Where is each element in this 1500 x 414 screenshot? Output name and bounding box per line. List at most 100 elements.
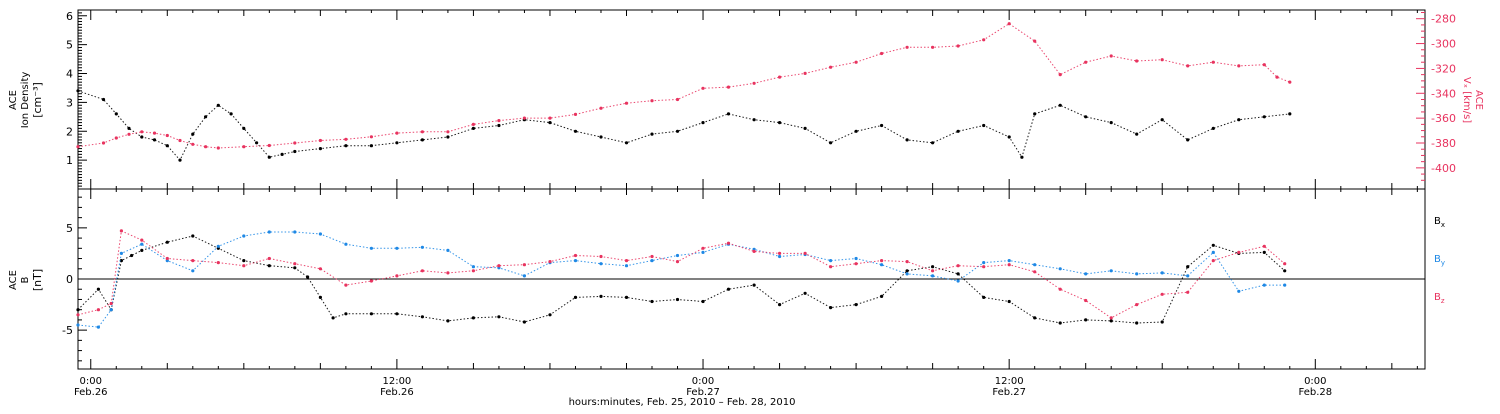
- by-point: [76, 323, 80, 327]
- bz-point: [778, 251, 782, 255]
- density-series-0-point: [318, 147, 322, 151]
- density-series-0-point: [216, 103, 220, 107]
- by-point: [318, 232, 322, 236]
- vx-series-0-point: [573, 112, 578, 116]
- density-series-0-point: [127, 126, 131, 130]
- x-tick-time-label: 0:00: [80, 376, 102, 387]
- bx-point: [905, 269, 909, 273]
- bx-point: [1058, 321, 1062, 325]
- density-tick-label: 3: [66, 96, 73, 109]
- bx-point: [331, 316, 335, 320]
- bz-point: [119, 229, 123, 233]
- density-series-0-point: [497, 123, 501, 128]
- vx-series-0-point: [204, 145, 208, 149]
- bx-point: [96, 287, 100, 291]
- bx-point: [726, 287, 731, 291]
- density-series-0-point: [229, 112, 233, 116]
- vx-series-0-point: [905, 45, 909, 49]
- bz-point: [803, 251, 807, 255]
- vx-series-0-point: [152, 131, 157, 135]
- vx-series-0-point: [1135, 59, 1139, 63]
- bx-point: [1160, 320, 1164, 324]
- bz-point: [905, 260, 909, 264]
- vx-series-0-point: [1211, 60, 1215, 64]
- bx-point: [130, 253, 134, 258]
- bx-point: [599, 294, 603, 298]
- vx-series-0-point: [880, 51, 884, 56]
- density-series-0-point: [854, 129, 858, 133]
- density-series-0-point: [905, 138, 909, 142]
- x-tick-date-label: Feb.27: [992, 387, 1026, 398]
- bz-point: [1007, 263, 1011, 267]
- vx-series-0-point: [931, 45, 935, 49]
- legend-by: By: [1434, 254, 1445, 267]
- vx-series-0-point: [471, 122, 475, 126]
- ticks-layer: 1 2 3 4 5 6 -280 -300 -320 -340 -360 -380 -400 -5 0 5 0:…: [62, 9, 1456, 398]
- legend-by-sub: y: [1441, 259, 1445, 267]
- marks-layer: [76, 22, 1292, 329]
- density-series-0-point: [1109, 121, 1113, 125]
- density-series-0-point: [982, 123, 986, 128]
- vx-series-0-point: [242, 145, 246, 149]
- bx-point: [752, 283, 756, 287]
- vx-series-0-point: [267, 143, 271, 148]
- density-series-0-point: [1237, 118, 1241, 122]
- vx-series-0-point: [599, 106, 603, 110]
- legend-bx-label: B: [1434, 216, 1441, 227]
- density-series-0-point: [778, 121, 782, 125]
- bz-point: [1084, 298, 1088, 303]
- density-series-0-point: [548, 121, 552, 125]
- bx-point: [471, 316, 475, 320]
- bz-point: [880, 259, 884, 263]
- bx-point: [1135, 321, 1139, 325]
- density-series-0-point: [140, 135, 144, 139]
- b-label-line1: ACE: [8, 270, 19, 290]
- by-point: [650, 259, 654, 263]
- density-tick-label: 2: [66, 125, 73, 138]
- bx-point: [1033, 316, 1037, 320]
- x-axis-title: hours:minutes, Feb. 25, 2010 – Feb. 28, …: [569, 397, 796, 408]
- vx-series-0-point: [803, 71, 807, 75]
- vx-series-0-point: [165, 133, 169, 138]
- by-point: [140, 242, 144, 246]
- vx-label-line2: Vₓ [km/s]: [1461, 77, 1472, 123]
- density-series-0-point: [931, 141, 935, 145]
- legend-bx: Bx: [1434, 216, 1445, 229]
- x-tick-time-label: 12:00: [995, 376, 1024, 387]
- vx-tick-label: -300: [1431, 38, 1456, 51]
- density-series-0-point: [599, 135, 603, 139]
- by-point: [420, 245, 424, 249]
- density-series-0-point: [803, 126, 807, 130]
- density-series-0-point: [726, 112, 731, 116]
- bz-point: [573, 253, 578, 258]
- density-tick-label: 4: [66, 68, 73, 81]
- density-series-0-point: [701, 121, 705, 125]
- bz-point: [318, 267, 322, 271]
- density-series-0-point: [101, 97, 106, 102]
- bz-point: [471, 269, 475, 273]
- legend-bz-label: B: [1434, 292, 1441, 303]
- bz-point: [1283, 262, 1287, 266]
- bz-point: [1237, 250, 1241, 254]
- bx-point: [119, 259, 123, 263]
- bz-point: [497, 264, 501, 268]
- bx-point: [1186, 265, 1190, 269]
- legend-bx-sub: x: [1441, 221, 1445, 229]
- vx-tick-label: -360: [1431, 112, 1456, 125]
- bx-point: [1283, 269, 1287, 273]
- bz-point: [293, 262, 297, 266]
- bx-point: [306, 275, 310, 279]
- bx-point: [1084, 318, 1088, 322]
- vx-series-0-point: [1186, 64, 1190, 68]
- by-point: [267, 230, 271, 234]
- vx-series-0-point: [1007, 22, 1011, 26]
- vx-tick-label: -380: [1431, 137, 1456, 150]
- by-trace: [77, 231, 1285, 328]
- bz-point: [548, 260, 552, 264]
- by-point: [471, 265, 475, 269]
- bx-point: [778, 303, 782, 307]
- by-point: [1186, 274, 1190, 278]
- density-series-0-point: [752, 118, 756, 122]
- bx-point: [624, 295, 629, 299]
- vx-series-0-point: [127, 132, 131, 136]
